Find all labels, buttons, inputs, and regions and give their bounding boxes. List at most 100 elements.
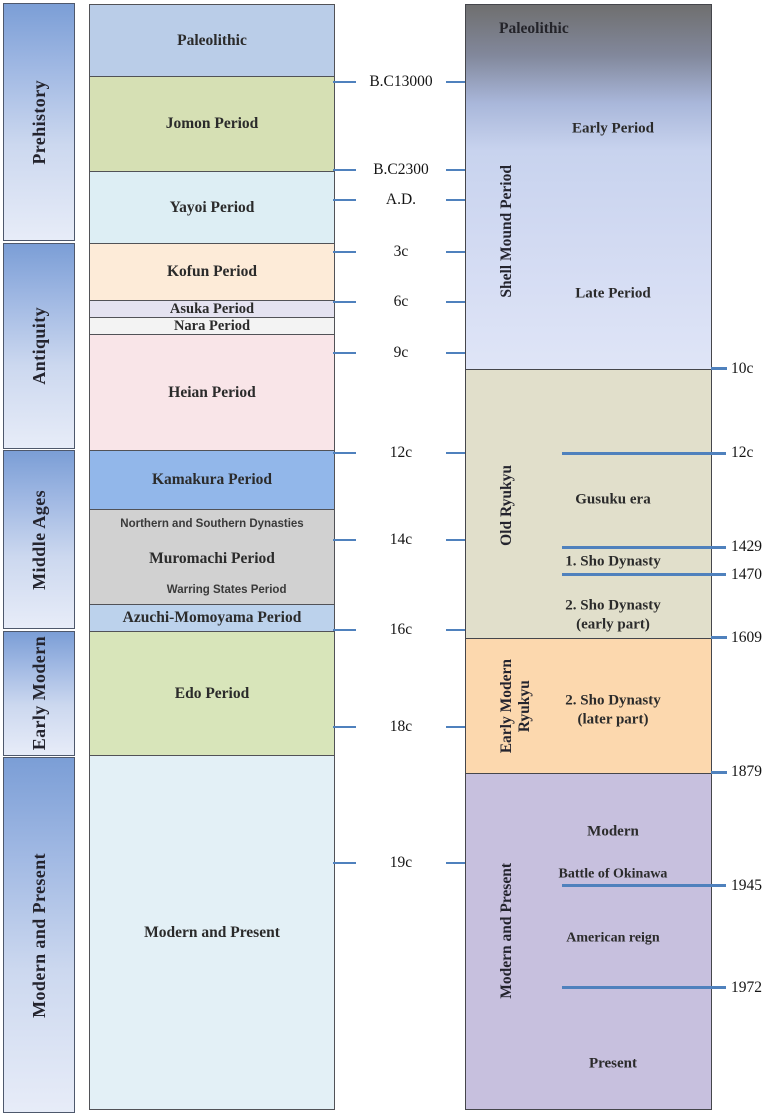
right-axis-tick-10c [711,367,727,370]
tick-dash-left [333,80,356,84]
early-modern-ryukyu-section: Early Modern Ryukyu 2. Sho Dynasty (late… [466,638,711,773]
right-axis-line-12c [562,452,726,455]
japan-periods-column: Paleolithic Jomon Period Yayoi Period Ko… [89,4,335,1110]
tick-dash-left [333,300,356,304]
right-axis-line-1470 [562,573,726,576]
right-axis-line-1945 [562,884,726,887]
right-axis-label-1972: 1972 [731,979,762,996]
muromachi-sub-warring-states: Warring States Period [166,584,287,596]
japan-period-modern-present: Modern and Present [90,756,334,1109]
battle-of-okinawa-label: Battle of Okinawa [558,866,668,882]
tick-dash-right [446,451,469,455]
tick-dash-left [333,198,356,202]
japan-period-jomon: Jomon Period [90,77,334,172]
era-label-prehistory: Prehistory [28,79,49,165]
center-tick-16c: 16c [333,620,469,640]
tick-dash-left [333,725,356,729]
tick-dash-right [446,80,469,84]
period-label: Yayoi Period [169,198,255,216]
okinawa-modern-present-section: Modern and Present Modern Battle of Okin… [466,773,711,1109]
okinawa-periods-column: Paleolithic Shell Mound Period Early Per… [465,4,712,1110]
center-tick-12c: 12c [333,443,469,463]
tick-dash-right [446,725,469,729]
era-box-modern-present: Modern and Present [3,757,75,1113]
period-label: Paleolithic [177,31,247,49]
japan-period-edo: Edo Period [90,632,334,756]
era-label-middle-ages: Middle Ages [28,489,49,590]
okinawa-modern-present-era-label: Modern and Present [498,863,515,999]
right-axis-label-1945: 1945 [731,877,762,894]
tick-dash-left [333,451,356,455]
tick-label: 9c [393,344,409,361]
center-tick-6c: 6c [333,292,469,312]
tick-label: 6c [393,293,409,310]
okinawa-paleolithic-label: Paleolithic [499,20,569,37]
muromachi-sub-northern-southern: Northern and Southern Dynasties [120,518,304,530]
second-sho-early-label: 2. Sho Dynasty (early part) [565,597,661,632]
period-label: Kamakura Period [151,471,273,488]
era-box-early-modern: Early Modern [3,631,75,756]
tick-label: 3c [393,243,409,260]
period-label: Jomon Period [165,115,259,132]
center-tick-19c: 19c [333,853,469,873]
era-box-middle-ages: Middle Ages [3,450,75,629]
period-label: Azuchi-Momoyama Period [122,609,302,626]
right-axis-line-1429 [562,546,726,549]
tick-dash-right [446,628,469,632]
era-box-prehistory: Prehistory [3,3,75,241]
japan-period-yayoi: Yayoi Period [90,172,334,244]
period-label: Muromachi Period [149,550,275,567]
tick-dash-right [446,168,469,172]
shell-mound-early-period: Early Period [571,120,655,137]
tick-dash-right [446,300,469,304]
tick-label: B.C2300 [373,161,429,178]
center-tick-ad: A.D. [333,190,469,210]
old-ryukyu-era-label: Old Ryukyu [498,464,515,546]
japan-period-nara: Nara Period [90,318,334,335]
tick-label: 16c [389,621,413,638]
period-label: Modern and Present [144,923,280,941]
tick-label: 18c [389,718,413,735]
right-axis-label-1879: 1879 [731,763,762,780]
japan-period-muromachi: Northern and Southern Dynasties Muromach… [90,510,334,605]
right-axis-label-1470: 1470 [731,566,762,583]
center-tick-9c: 9c [333,343,469,363]
right-axis-line-1972 [562,986,726,989]
gusuku-era-label: Gusuku era [575,491,651,508]
tick-dash-right [446,351,469,355]
first-sho-dynasty-label: 1. Sho Dynasty [565,553,661,570]
okinawa-present-label: Present [588,1055,638,1072]
tick-dash-right [446,250,469,254]
okinawa-modern-label: Modern [587,823,639,840]
right-axis-label-12c: 12c [731,444,754,461]
right-axis-label-1609: 1609 [731,629,762,646]
period-label: Heian Period [168,383,256,401]
tick-label: 19c [389,854,413,871]
japan-period-azuchi-momoyama: Azuchi-Momoyama Period [90,605,334,632]
tick-dash-left [333,538,356,542]
center-tick-3c: 3c [333,242,469,262]
tick-dash-left [333,861,356,865]
center-tick-14c: 14c [333,530,469,550]
japan-period-paleolithic: Paleolithic [90,5,334,77]
japan-period-kofun: Kofun Period [90,244,334,301]
tick-dash-right [446,861,469,865]
tick-label: 12c [389,444,413,461]
era-label-modern-present: Modern and Present [28,852,49,1018]
shell-mound-late-period: Late Period [575,285,651,302]
second-sho-later-label: 2. Sho Dynasty (later part) [565,692,661,727]
tick-dash-left [333,628,356,632]
right-axis-label-10c: 10c [731,360,754,377]
tick-dash-left [333,351,356,355]
tick-dash-left [333,250,356,254]
center-tick-bc13000: B.C13000 [333,72,469,92]
japan-period-kamakura: Kamakura Period [90,451,334,510]
tick-dash-left [333,168,356,172]
right-axis-tick-1609 [711,636,727,639]
okinawa-shell-mound-section: Paleolithic Shell Mound Period Early Per… [466,5,711,369]
tick-dash-right [446,538,469,542]
right-axis-label-1429: 1429 [731,538,762,555]
period-label: Edo Period [174,684,250,702]
tick-label: 14c [389,531,413,548]
